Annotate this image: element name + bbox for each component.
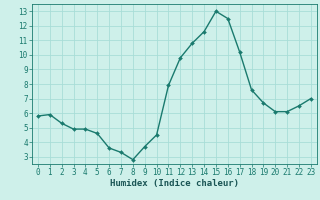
X-axis label: Humidex (Indice chaleur): Humidex (Indice chaleur) bbox=[110, 179, 239, 188]
